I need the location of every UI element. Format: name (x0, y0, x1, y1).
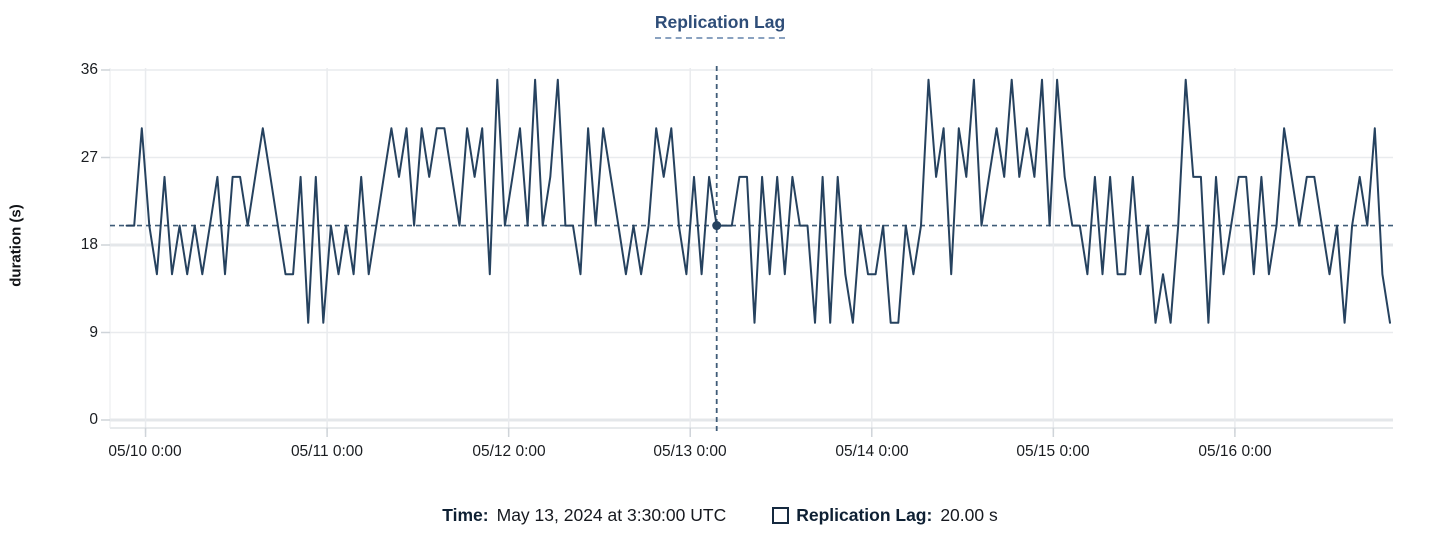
hover-tooltip: Time: May 13, 2024 at 3:30:00 UTC Replic… (0, 505, 1440, 526)
x-tick-0515: 05/15 0:00 (1016, 443, 1090, 460)
x-tick-0512: 05/12 0:00 (472, 443, 546, 460)
time-label: Time: (442, 505, 489, 525)
x-tick-0511: 05/11 0:00 (290, 443, 364, 460)
chart-header: Replication Lag (0, 12, 1440, 39)
y-tick-0: 0 (89, 411, 98, 428)
series-value: 20.00 s (940, 505, 998, 525)
x-tick-0516: 05/16 0:00 (1198, 443, 1272, 460)
y-tick-9: 9 (89, 324, 98, 341)
chart-title[interactable]: Replication Lag (654, 12, 786, 39)
x-tick-0513: 05/13 0:00 (653, 443, 727, 460)
y-tick-27: 27 (80, 149, 98, 166)
y-tick-36: 36 (80, 61, 98, 78)
y-tick-18: 18 (80, 236, 98, 253)
x-tick-0510: 05/10 0:00 (108, 443, 182, 460)
series-label: Replication Lag: (796, 505, 933, 525)
series-swatch-icon (772, 507, 790, 524)
x-tick-0514: 05/14 0:00 (835, 443, 909, 460)
time-value: May 13, 2024 at 3:30:00 UTC (496, 505, 727, 525)
